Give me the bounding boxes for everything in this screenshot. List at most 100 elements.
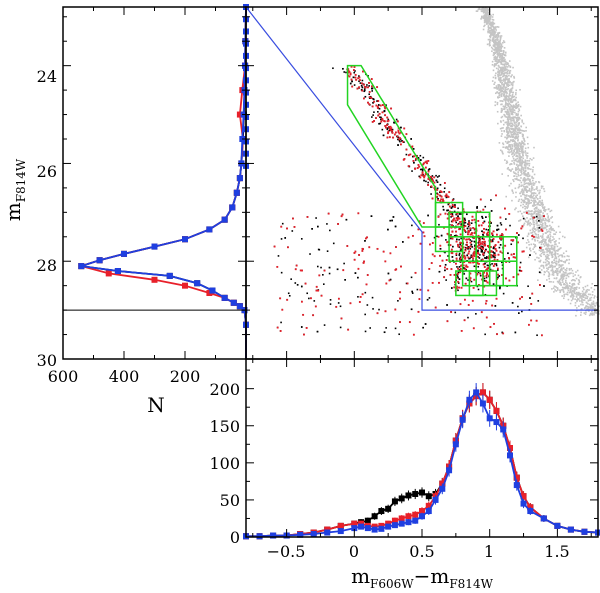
cmd-ms-star <box>504 110 507 113</box>
cmd-ms-star <box>508 129 511 131</box>
left-ticks-layer <box>62 7 246 360</box>
cmd-ms-star <box>562 267 565 270</box>
cmd-ms-star <box>534 258 536 261</box>
cmd-wd-star-red <box>403 127 406 130</box>
cmd-wd-star-black <box>436 181 439 183</box>
cmd-ms-star <box>544 219 546 222</box>
cmd-ms-star <box>517 179 519 181</box>
cmd-wd-star-black <box>398 333 400 336</box>
cmd-ms-star <box>590 287 593 289</box>
cmd-ms-star <box>516 157 519 160</box>
cmd-wd-star-black <box>492 254 494 257</box>
cmd-wd-star-black <box>470 256 472 258</box>
cmd-ms-star <box>531 228 534 231</box>
cmd-wd-star-red <box>276 326 279 329</box>
cmd-wd-star-black <box>313 300 316 302</box>
cmd-wd-star-black <box>309 253 311 255</box>
cmd-wd-star-red <box>504 244 507 247</box>
cmd-ms-star <box>536 239 539 242</box>
cmd-ms-star <box>530 199 533 202</box>
cmd-ms-star <box>505 101 507 104</box>
cmd-ms-star <box>532 215 534 218</box>
cmd-wd-star-red <box>455 252 458 255</box>
cmd-ms-star <box>548 239 551 241</box>
cmd-wd-star-black <box>411 224 413 227</box>
cmd-ms-star <box>518 127 520 129</box>
cmd-ms-star <box>511 145 514 148</box>
cmd-ms-star <box>498 74 501 76</box>
cmd-wd-star-black <box>480 245 483 248</box>
cmd-ms-star <box>511 125 514 127</box>
cmd-ms-star <box>568 282 571 284</box>
cmd-wd-star-red <box>419 242 422 245</box>
cmd-ms-star <box>542 227 545 230</box>
cmd-ms-star <box>512 108 514 110</box>
cmd-ms-star <box>515 207 517 209</box>
cmd-wd-star-red <box>543 215 545 218</box>
cmd-wd-star-black <box>491 234 494 237</box>
cmd-ms-star <box>530 210 533 213</box>
cmd-ms-star <box>503 64 506 67</box>
cmd-ms-star <box>510 125 512 127</box>
cmd-ms-star <box>569 302 572 305</box>
cmd-ms-star <box>523 188 526 190</box>
cmd-ms-star <box>555 231 558 234</box>
cmd-ms-star <box>580 292 582 295</box>
cmd-ms-star <box>502 108 505 110</box>
cmd-ms-star <box>507 132 509 134</box>
cmd-ms-star <box>572 275 575 278</box>
cmd-ms-star <box>504 121 507 124</box>
cmd-ms-star <box>512 157 515 160</box>
cmd-wd-star-black <box>423 179 425 182</box>
cmd-ms-star <box>546 225 548 228</box>
cmd-ms-star <box>509 145 512 148</box>
cmd-ms-star <box>523 171 526 173</box>
cmd-ms-star <box>535 219 537 222</box>
cmd-ms-star <box>508 134 511 137</box>
cmd-ms-star <box>482 17 485 19</box>
cmd-ms-star <box>561 275 564 278</box>
cmd-ms-star <box>491 80 494 82</box>
cmd-ms-star <box>513 149 515 152</box>
cmd-ms-star <box>507 121 509 123</box>
cmd-wd-star-red <box>451 199 454 202</box>
cmd-wd-star-red <box>456 212 459 215</box>
cmd-wd-star-black <box>387 127 389 129</box>
cmd-ms-star <box>521 184 523 187</box>
cmd-ms-star <box>593 288 596 291</box>
cmd-ms-star <box>583 288 585 291</box>
cmd-wd-star-red <box>370 97 373 99</box>
cmd-ms-star <box>525 154 527 156</box>
cmd-ms-star <box>518 153 520 155</box>
cmd-ms-star <box>493 28 495 31</box>
cmd-ms-star <box>564 286 566 289</box>
cmd-ms-star <box>515 96 517 99</box>
cmd-ms-star <box>582 286 584 289</box>
cmd-ms-star <box>500 107 503 110</box>
cmd-ms-star <box>499 69 502 72</box>
cmd-wd-star-red <box>350 65 353 68</box>
cmd-ms-star <box>584 306 587 308</box>
cmd-ms-star <box>515 136 518 138</box>
cmd-wd-star-black <box>437 197 439 200</box>
cmd-ms-star <box>520 164 522 167</box>
cmd-wd-star-red <box>436 193 439 196</box>
cmd-ms-star <box>576 286 578 289</box>
cmd-ms-star <box>482 8 485 10</box>
cmd-ms-star <box>591 294 594 296</box>
cmd-ms-star <box>561 279 564 282</box>
cmd-ms-star <box>582 303 584 306</box>
cmd-wd-star-red <box>365 237 367 240</box>
cmd-ms-star <box>506 124 509 127</box>
cmd-ms-star <box>491 63 494 66</box>
cmd-wd-star-black <box>453 235 456 237</box>
cmd-wd-star-red <box>469 277 472 280</box>
cmd-wd-star-black <box>450 207 453 209</box>
cmd-ms-star <box>594 305 596 307</box>
cmd-wd-star-red <box>508 279 511 282</box>
cmd-ms-star <box>538 200 541 202</box>
cmd-wd-star-red <box>377 114 380 117</box>
cmd-wd-star-black <box>499 244 502 246</box>
cmd-ms-star <box>527 142 529 145</box>
cmd-wd-star-red <box>430 262 433 265</box>
